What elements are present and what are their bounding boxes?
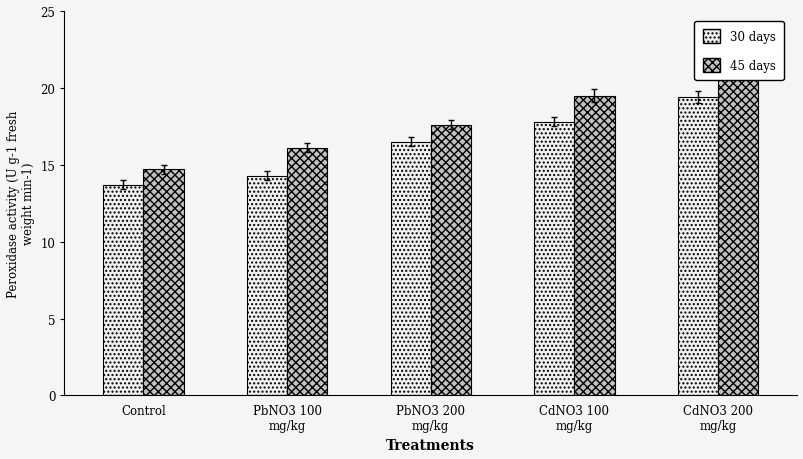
Bar	[390, 142, 430, 396]
Legend: 30 days, 45 days: 30 days, 45 days	[694, 22, 783, 81]
Bar	[717, 69, 757, 396]
Bar	[103, 185, 143, 396]
Bar	[430, 125, 471, 396]
Bar	[677, 98, 717, 396]
Bar	[143, 170, 183, 396]
Bar	[287, 149, 327, 396]
X-axis label: Treatments: Treatments	[385, 438, 475, 452]
Y-axis label: Peroxidase activity (U g-1 fresh
weight min-1): Peroxidase activity (U g-1 fresh weight …	[7, 110, 35, 297]
Bar	[247, 176, 287, 396]
Bar	[533, 123, 573, 396]
Bar	[573, 96, 613, 396]
